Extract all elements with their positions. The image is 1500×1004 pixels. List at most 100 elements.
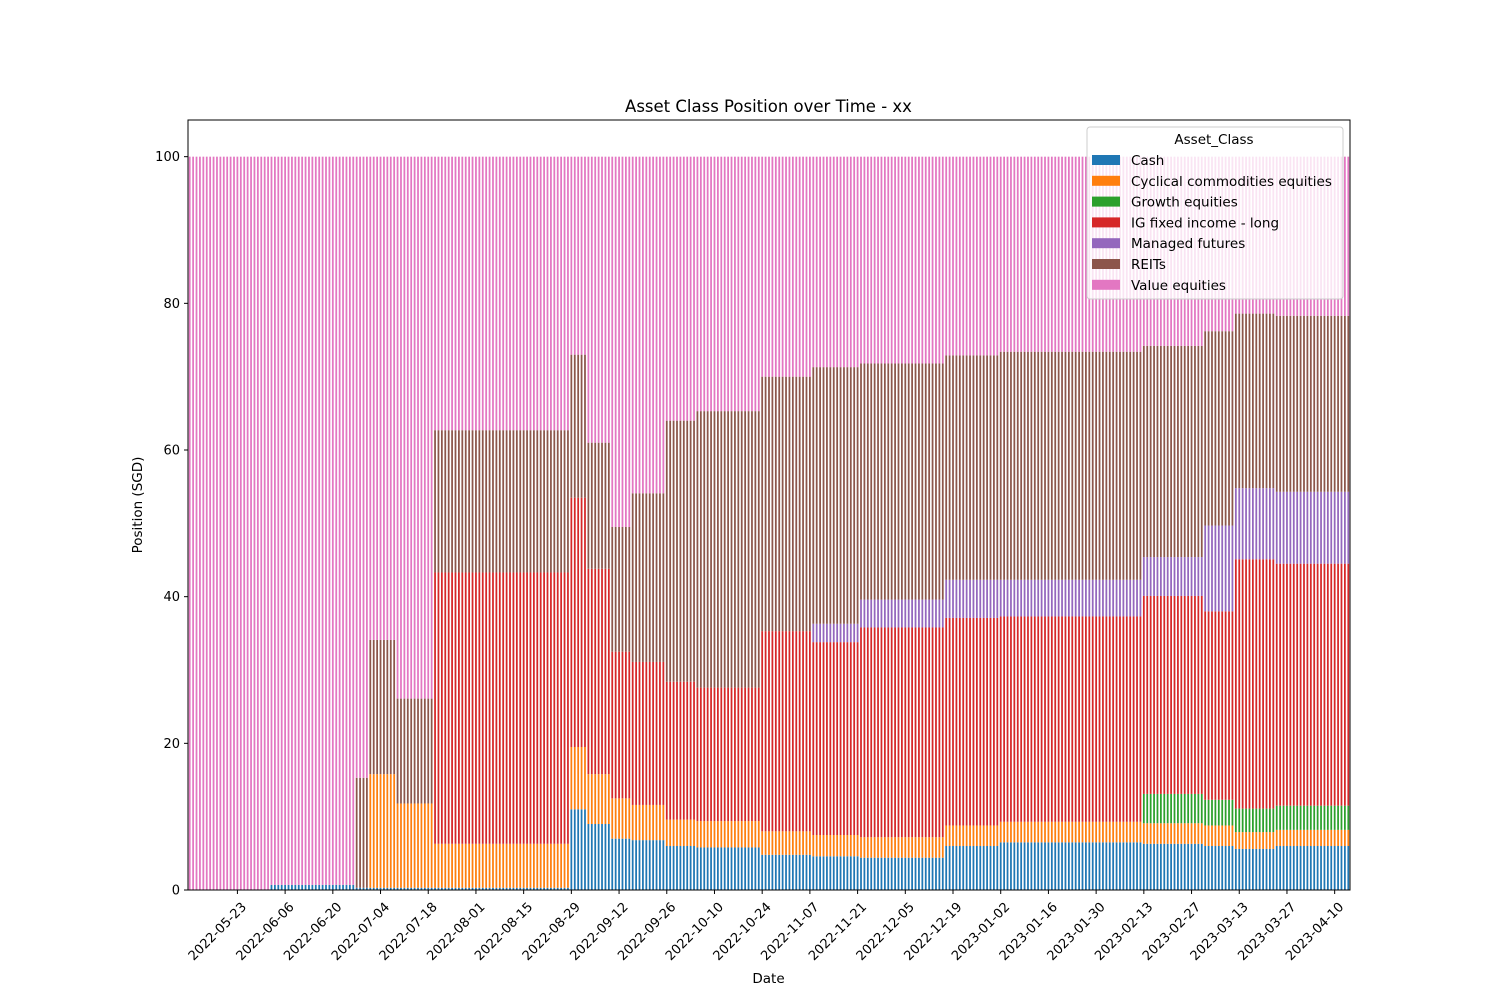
bar-segment [430, 803, 433, 888]
bar-segment [355, 887, 358, 890]
bar-segment [1238, 808, 1241, 833]
bar-segment [1159, 793, 1162, 824]
bar-segment [717, 847, 719, 890]
bar-segment [734, 821, 736, 848]
bar-segment [1347, 846, 1350, 890]
bar-segment [764, 631, 767, 832]
bar-segment [812, 623, 815, 643]
bar-segment [1027, 579, 1029, 617]
bar-segment [1190, 843, 1193, 890]
bar-segment [1245, 848, 1247, 890]
bar-segment [938, 857, 941, 890]
bar-segment [1142, 843, 1145, 890]
bar-segment [284, 156, 286, 885]
bar-segment [975, 579, 978, 618]
bar-segment [894, 857, 896, 890]
legend-swatch [1092, 217, 1120, 228]
bar-segment [986, 617, 988, 826]
bar-segment [458, 430, 460, 573]
bar-segment [1289, 315, 1292, 492]
bar-segment [969, 156, 971, 356]
bar-segment [1272, 559, 1275, 809]
bar-segment [703, 156, 706, 412]
bar-segment [434, 887, 436, 890]
bar-segment [761, 156, 764, 377]
bar-segment [495, 430, 498, 573]
bar-segment [1194, 843, 1196, 890]
bar-segment [785, 156, 787, 377]
bar-segment [1050, 579, 1053, 617]
bar-segment [389, 639, 392, 775]
bar-segment [1064, 156, 1067, 352]
bar-segment [1200, 345, 1203, 558]
bar-segment [526, 843, 528, 888]
bar-segment [819, 642, 821, 835]
bar-segment [1095, 579, 1098, 617]
bar-segment [529, 843, 532, 888]
bar-segment [935, 599, 937, 628]
bar-segment [798, 156, 801, 377]
bar-segment [1010, 821, 1012, 843]
bar-segment [972, 355, 975, 580]
bar-segment [972, 579, 975, 618]
bar-segment [1272, 313, 1275, 489]
bar-segment [744, 847, 747, 890]
bar-segment [601, 442, 603, 569]
bar-segment [437, 887, 440, 890]
bar-segment [696, 411, 699, 688]
bar-segment [434, 572, 436, 844]
bar-segment [904, 857, 907, 890]
bar-segment [584, 747, 586, 810]
bar-segment [618, 651, 620, 799]
bar-segment [829, 156, 832, 368]
bar-segment [485, 843, 488, 888]
bar-segment [723, 411, 726, 688]
bar-segment [788, 631, 791, 832]
bar-segment [400, 156, 402, 699]
bar-segment [853, 642, 856, 835]
bar-segment [710, 687, 712, 822]
bar-segment [972, 156, 975, 356]
bar-segment [1183, 843, 1186, 890]
bar-segment [928, 156, 931, 364]
bar-segment [1050, 821, 1053, 843]
bar-segment [768, 156, 770, 377]
bar-segment [1003, 351, 1006, 580]
bar-segment [941, 837, 944, 858]
bar-segment [907, 156, 910, 364]
bar-segment [757, 411, 760, 688]
bar-segment [1303, 491, 1305, 564]
bar-segment [345, 884, 348, 890]
bar-segment [1197, 823, 1200, 844]
bar-segment [611, 838, 614, 890]
bar-segment [802, 831, 804, 855]
bar-segment [676, 156, 678, 421]
bar-segment [529, 572, 532, 844]
bar-segment [536, 843, 539, 888]
bar-segment [822, 642, 825, 835]
bar-segment [785, 631, 787, 832]
bar-segment [1050, 156, 1053, 352]
bar-segment [1146, 823, 1149, 844]
bar-segment [689, 819, 692, 846]
bar-segment [1095, 842, 1098, 890]
bar-segment [1333, 829, 1336, 846]
bar-segment [870, 627, 873, 838]
bar-segment [948, 156, 951, 356]
legend-frame [1086, 126, 1344, 300]
bar-segment [624, 838, 627, 890]
bar-segment [209, 156, 212, 891]
bar-segment [952, 355, 954, 580]
bar-segment [325, 884, 327, 890]
bar-segment [1146, 793, 1149, 824]
bar-segment [1149, 823, 1152, 844]
bar-segment [1125, 842, 1128, 890]
bar-segment [836, 835, 839, 857]
bar-segment [379, 887, 382, 890]
bar-segment [986, 355, 988, 580]
bar-segment [1265, 488, 1268, 560]
bar-segment [1252, 559, 1254, 809]
bar-segment [1316, 563, 1319, 806]
bar-segment [1286, 491, 1288, 564]
bar-segment [866, 857, 869, 890]
